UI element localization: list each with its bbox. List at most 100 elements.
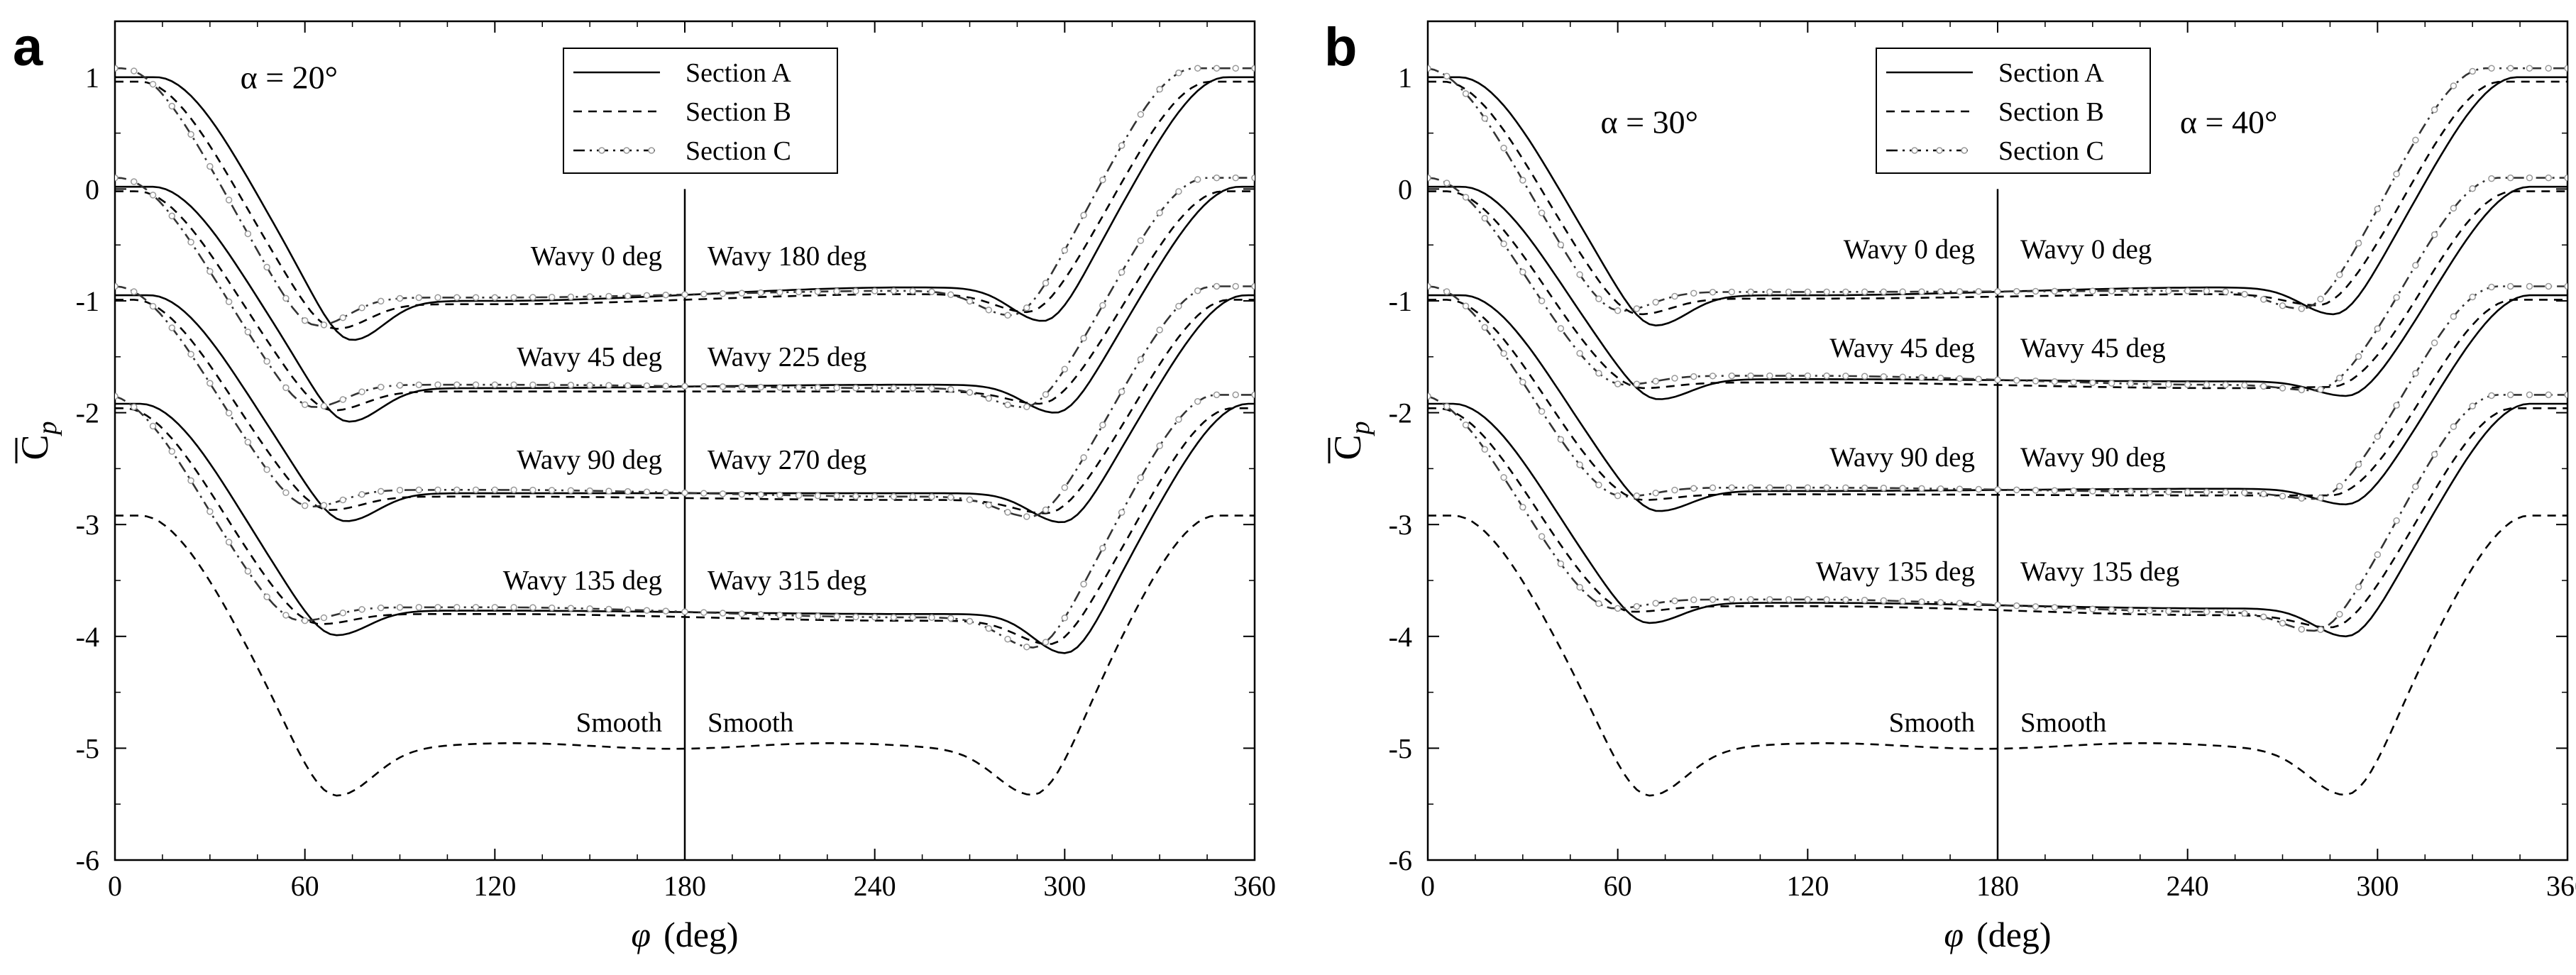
section-c-marker [1975, 375, 1982, 383]
curve-label-right: Wavy 315 deg [708, 566, 866, 596]
section-c-marker [2412, 483, 2419, 490]
x-tick-label: 120 [1786, 870, 1829, 902]
section-c-marker [795, 612, 803, 619]
section-c-marker [168, 102, 176, 110]
section-c-marker [1194, 176, 1201, 183]
section-c-marker [1747, 372, 1754, 380]
series-section-b-curve [1428, 80, 2567, 316]
section-c-marker [966, 617, 974, 625]
y-tick-label: -2 [1389, 397, 1412, 429]
section-c-marker [1728, 484, 1736, 491]
section-c-marker [1462, 422, 1470, 429]
y-axis-main: C [1326, 434, 1369, 460]
section-c-marker [149, 422, 157, 430]
section-c-marker [1481, 115, 1489, 122]
section-c-marker [795, 384, 803, 391]
section-c-marker [2317, 386, 2324, 393]
section-c-marker [2051, 378, 2059, 385]
section-c-marker [1443, 72, 1451, 80]
y-tick-label: -6 [76, 844, 99, 876]
section-c-marker [852, 384, 859, 392]
section-c-marker [453, 294, 461, 302]
section-c-marker [2279, 302, 2286, 309]
section-c-marker [1880, 288, 1888, 296]
section-c-marker [700, 609, 708, 616]
section-c-marker [320, 502, 328, 509]
legend-marker [648, 147, 655, 154]
section-c-marker [548, 381, 556, 389]
section-c-marker [1709, 289, 1717, 296]
section-c-marker [700, 490, 708, 497]
section-c-marker [2146, 607, 2153, 615]
section-c-marker [2526, 391, 2533, 399]
section-c-marker [1918, 374, 1925, 381]
section-c-marker [1557, 436, 1565, 444]
x-axis-symbol: φ [631, 915, 651, 954]
section-c-marker [2279, 492, 2286, 500]
section-c-marker [814, 288, 822, 295]
section-c-marker [2526, 174, 2533, 182]
section-c-marker [1804, 484, 1812, 491]
section-c-marker [131, 288, 138, 295]
section-c-marker [947, 291, 954, 299]
section-c-marker [207, 268, 214, 275]
section-c-marker [1500, 240, 1507, 248]
section-c-marker [719, 383, 727, 390]
x-tick-label: 360 [1233, 870, 1276, 902]
curve-label-right: Wavy 135 deg [2020, 556, 2179, 587]
section-c-marker [1975, 288, 1982, 295]
section-c-marker [2431, 339, 2438, 346]
section-c-marker [434, 604, 441, 611]
x-tick-label: 60 [1604, 870, 1632, 902]
y-tick-label: -5 [76, 732, 99, 764]
section-c-marker [1519, 268, 1526, 276]
section-c-marker [187, 477, 194, 485]
section-c-marker [1861, 596, 1868, 604]
section-c-marker [1576, 350, 1583, 357]
section-c-marker [301, 502, 309, 509]
section-c-marker [1956, 288, 1964, 295]
section-c-marker [282, 612, 290, 619]
curves [1428, 65, 2567, 797]
section-c-marker [2545, 174, 2552, 182]
section-c-marker [1428, 282, 1431, 290]
section-c-marker [909, 493, 916, 500]
section-c-marker [2241, 610, 2248, 617]
section-c-marker [1061, 246, 1069, 254]
smooth-curve [1428, 514, 2567, 797]
section-c-marker [1614, 307, 1622, 314]
section-c-marker [1232, 391, 1239, 399]
section-c-marker [1728, 372, 1736, 380]
section-c-marker [1766, 484, 1773, 491]
legend: Section A Section B Section C [563, 48, 838, 174]
section-c-marker [1918, 485, 1925, 492]
x-tick-label: 300 [2356, 870, 2399, 902]
section-c-marker [1690, 485, 1697, 492]
section-c-marker [1595, 370, 1602, 377]
section-c-marker [320, 321, 328, 329]
section-c-marker [1994, 376, 2001, 383]
section-c-marker [1061, 365, 1069, 373]
section-c-marker [662, 489, 669, 496]
section-c-marker [339, 610, 346, 617]
y-tick-label: -3 [1389, 509, 1412, 541]
section-c-marker [131, 403, 138, 411]
section-c-marker [2108, 380, 2115, 387]
section-c-marker [491, 486, 499, 494]
section-c-marker [1614, 492, 1622, 500]
section-c-marker [1652, 600, 1659, 607]
section-c-marker [2545, 65, 2552, 72]
section-c-marker [1690, 373, 1697, 380]
curve-label-left: Wavy 45 deg [517, 341, 662, 372]
section-c-marker [662, 382, 669, 390]
panel-a: a 0 60 120 180 240 300 360 1 0 -1 -2 -3 -4 -5 -6 φ (deg) C… [13, 17, 1276, 954]
section-c-marker [548, 487, 556, 494]
section-c-marker [1652, 378, 1659, 385]
section-c-marker [1804, 288, 1812, 296]
section-c-marker [1080, 334, 1087, 342]
section-c-marker [966, 389, 974, 396]
series-section-b-curve [115, 80, 1255, 330]
section-c-marker [131, 178, 138, 185]
section-c-marker [2184, 608, 2191, 615]
